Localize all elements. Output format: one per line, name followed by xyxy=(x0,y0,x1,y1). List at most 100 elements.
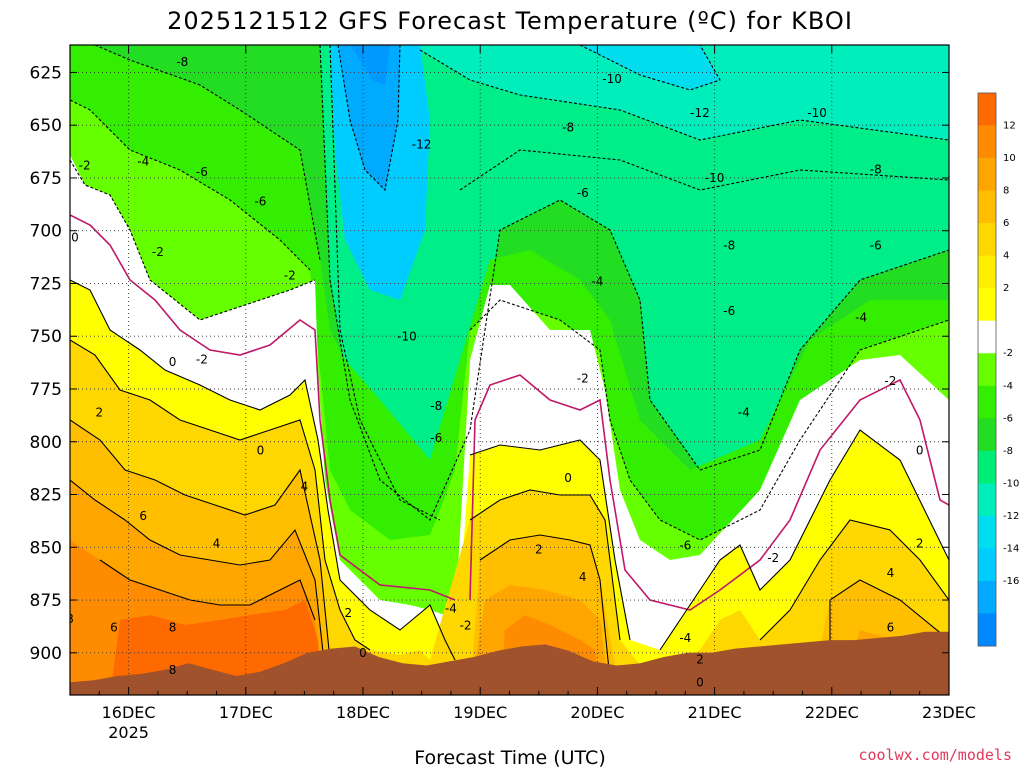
isotherm-far-4 xyxy=(759,519,949,641)
x-tick-label: 21DEC xyxy=(688,703,742,722)
colorbar-label: 6 xyxy=(1003,218,1009,229)
contour-label: -6 xyxy=(430,431,442,445)
colorbar-label: 8 xyxy=(1003,186,1009,197)
contour-label: 4 xyxy=(213,536,221,550)
x-tick-label: 23DEC xyxy=(922,703,976,722)
colorbar-label: 2 xyxy=(1003,283,1009,294)
contour-label: 2 xyxy=(916,536,924,550)
y-tick-label: 775 xyxy=(30,380,62,400)
contour-label: 6 xyxy=(887,621,895,635)
y-tick-label: 725 xyxy=(30,274,62,294)
contour-label: -4 xyxy=(137,154,149,168)
contour-label: -4 xyxy=(679,631,691,645)
isotherms xyxy=(70,45,949,681)
contour-label: -2 xyxy=(284,268,296,282)
contour-label: -10 xyxy=(807,106,827,120)
contour-label: -2 xyxy=(577,372,589,386)
isotherm-far-2 xyxy=(659,429,949,651)
contour-label: -4 xyxy=(855,310,867,324)
isotherm-minus-6 xyxy=(94,45,321,261)
contour-label: 2 xyxy=(345,606,353,620)
isotherm-minus-2 xyxy=(70,159,316,321)
y-tick-label: 700 xyxy=(30,222,62,242)
colorbar-label: -16 xyxy=(1003,576,1019,587)
contour-label: -10 xyxy=(705,171,725,185)
contour-label: 4 xyxy=(887,566,895,580)
contour-label: 4 xyxy=(813,747,821,761)
isotherm-minus-4 xyxy=(70,99,311,271)
contour-label: -6 xyxy=(870,239,882,253)
contour-label: -12 xyxy=(412,137,432,151)
colorbar-label: 10 xyxy=(1003,153,1016,164)
colorbar-swatch xyxy=(978,125,996,159)
colorbar-swatch xyxy=(978,288,996,322)
colorbar-swatch xyxy=(978,548,996,582)
contour-label: 4 xyxy=(579,570,587,584)
colorbar-swatch xyxy=(978,580,996,614)
contour-label: 0 xyxy=(564,471,572,485)
x-tick-sublabel: 2025 xyxy=(108,723,149,742)
contour-label: -10 xyxy=(397,329,417,343)
y-tick-label: 800 xyxy=(30,433,62,453)
colorbar-swatch xyxy=(978,515,996,549)
contour-label: -4 xyxy=(738,405,750,419)
isotherm-mid-3 xyxy=(469,299,949,541)
y-tick-label: 625 xyxy=(30,63,62,83)
contour-label: -4 xyxy=(445,602,457,616)
y-tick-label: 825 xyxy=(30,486,62,506)
contour-label: 2 xyxy=(388,739,396,753)
contour-label: -10 xyxy=(602,72,622,86)
isotherm-plus-6 xyxy=(70,419,331,661)
contour-label: -2 xyxy=(152,245,164,259)
colorbar-label: -2 xyxy=(1003,348,1013,359)
x-tick-label: 16DEC xyxy=(102,703,156,722)
y-tick-label: 675 xyxy=(30,169,62,189)
isotherm-plus-8 xyxy=(70,479,326,671)
colorbar-swatch xyxy=(978,353,996,387)
contour-label: 0 xyxy=(169,355,177,369)
x-tick-label: 22DEC xyxy=(805,703,859,722)
contour-label: -8 xyxy=(176,55,188,69)
terrain xyxy=(70,631,949,695)
contour-label: -6 xyxy=(196,165,208,179)
colorbar-swatch xyxy=(978,320,996,354)
band-cyan xyxy=(580,45,720,90)
y-tick-label: 750 xyxy=(30,327,62,347)
contour-label: 8 xyxy=(169,663,177,677)
colorbar: 12 10 8 6 4 2 -2 -4 -6 -8 -10 -12 -14 -16 xyxy=(977,92,1019,647)
colorbar-label: -8 xyxy=(1003,446,1013,457)
grid-vertical xyxy=(128,45,833,695)
contour-label: -6 xyxy=(723,304,735,318)
contour-label: 0 xyxy=(257,443,265,457)
colorbar-swatch xyxy=(978,450,996,484)
colorbar-label: 12 xyxy=(1003,121,1016,132)
contour-label: -2 xyxy=(767,551,779,565)
contour-label: 0 xyxy=(359,646,367,660)
x-tick-label: 18DEC xyxy=(336,703,390,722)
colorbar-swatch xyxy=(978,385,996,419)
isotherm-zero-left xyxy=(70,214,456,601)
colorbar-label: -4 xyxy=(1003,381,1013,392)
contour-label: 0 xyxy=(916,443,924,457)
y-tick-label: 650 xyxy=(30,116,62,136)
isotherm-plus-2 xyxy=(70,279,456,661)
colorbar-label: -14 xyxy=(1003,543,1019,554)
contour-label: 2 xyxy=(95,405,103,419)
contour-label: 0 xyxy=(696,676,704,690)
colorbar-swatch xyxy=(978,93,996,127)
isotherm-upper-3 xyxy=(579,45,721,91)
colorbar-label: -12 xyxy=(1003,511,1019,522)
contour-label: 8 xyxy=(66,612,74,626)
isotherm-upper-2 xyxy=(459,149,949,191)
isotherm-right-2 xyxy=(469,439,631,641)
contour-label: 4 xyxy=(301,479,309,493)
contour-label: 10 xyxy=(180,747,195,761)
isotherm-mid-2 xyxy=(329,45,441,521)
isotherm-upper-4 xyxy=(337,45,401,192)
band-teal xyxy=(70,45,949,140)
colorbar-swatch xyxy=(978,190,996,224)
colorbar-label: 4 xyxy=(1003,251,1009,262)
contour-label: 6 xyxy=(110,621,118,635)
